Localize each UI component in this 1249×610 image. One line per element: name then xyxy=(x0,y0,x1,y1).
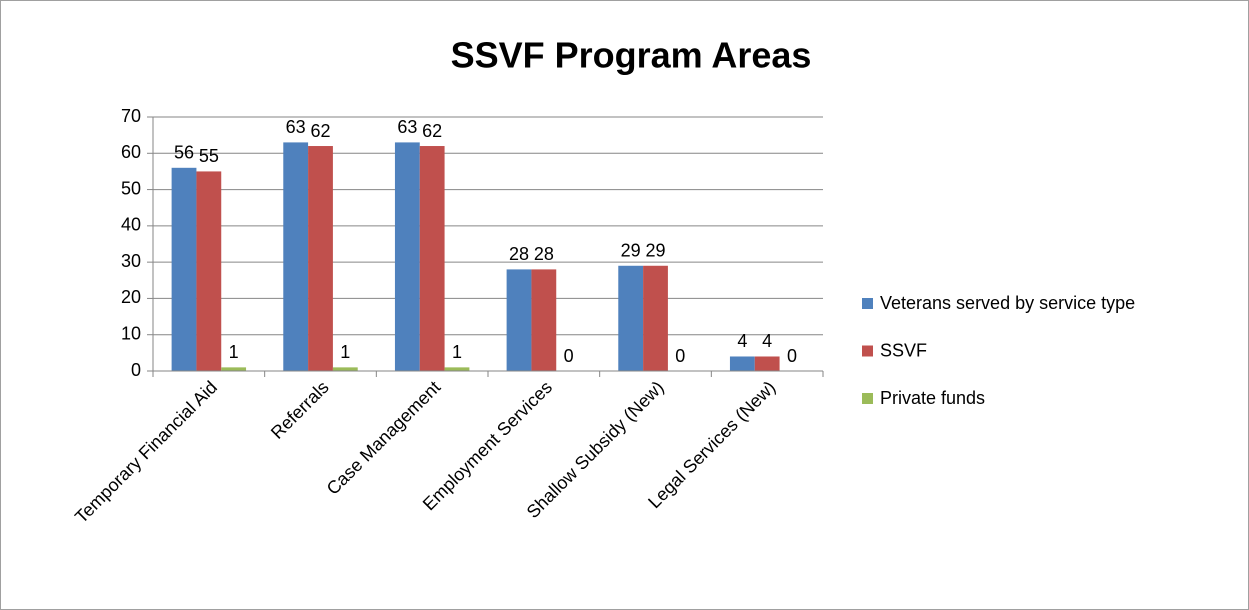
bar xyxy=(196,171,222,371)
legend-swatch xyxy=(862,345,873,357)
data-label: 62 xyxy=(422,121,442,141)
legend-label: Veterans served by service type xyxy=(880,293,1135,313)
data-label: 1 xyxy=(452,342,462,362)
data-label: 1 xyxy=(229,342,239,362)
data-label: 4 xyxy=(762,331,772,351)
bar xyxy=(643,265,668,371)
y-tick-label: 60 xyxy=(121,142,141,162)
data-label: 29 xyxy=(645,241,665,261)
bar xyxy=(531,269,557,371)
y-tick-label: 30 xyxy=(121,251,141,271)
bar xyxy=(419,146,445,371)
legend-label: SSVF xyxy=(880,340,927,360)
chart-title: SSVF Program Areas xyxy=(451,35,812,76)
data-label: 0 xyxy=(564,346,574,366)
y-tick-label: 10 xyxy=(121,323,141,343)
data-label: 28 xyxy=(509,244,529,264)
bar xyxy=(506,269,532,371)
data-label: 55 xyxy=(199,146,219,166)
data-label: 0 xyxy=(675,346,685,366)
bar xyxy=(444,367,470,371)
y-tick-label: 50 xyxy=(121,178,141,198)
legend-swatch xyxy=(862,298,873,309)
bar xyxy=(308,146,333,371)
data-label: 28 xyxy=(534,244,554,264)
data-label: 63 xyxy=(286,117,306,137)
bar xyxy=(754,356,780,371)
bar xyxy=(394,142,420,371)
data-label: 4 xyxy=(737,331,747,351)
y-tick-label: 40 xyxy=(121,215,141,235)
data-label: 56 xyxy=(174,143,194,163)
bar xyxy=(618,265,644,371)
bar xyxy=(221,367,247,371)
data-label: 0 xyxy=(787,346,797,366)
bar xyxy=(729,356,755,371)
y-tick-label: 0 xyxy=(131,360,141,380)
bar xyxy=(171,167,197,371)
y-tick-label: 20 xyxy=(121,287,141,307)
bar xyxy=(283,142,309,371)
data-label: 29 xyxy=(621,241,641,261)
y-tick-label: 70 xyxy=(121,106,141,126)
legend-label: Private funds xyxy=(880,388,985,408)
data-label: 1 xyxy=(340,342,350,362)
data-label: 63 xyxy=(397,117,417,137)
data-label: 62 xyxy=(310,121,330,141)
legend-swatch xyxy=(862,393,873,404)
bar xyxy=(332,367,358,371)
